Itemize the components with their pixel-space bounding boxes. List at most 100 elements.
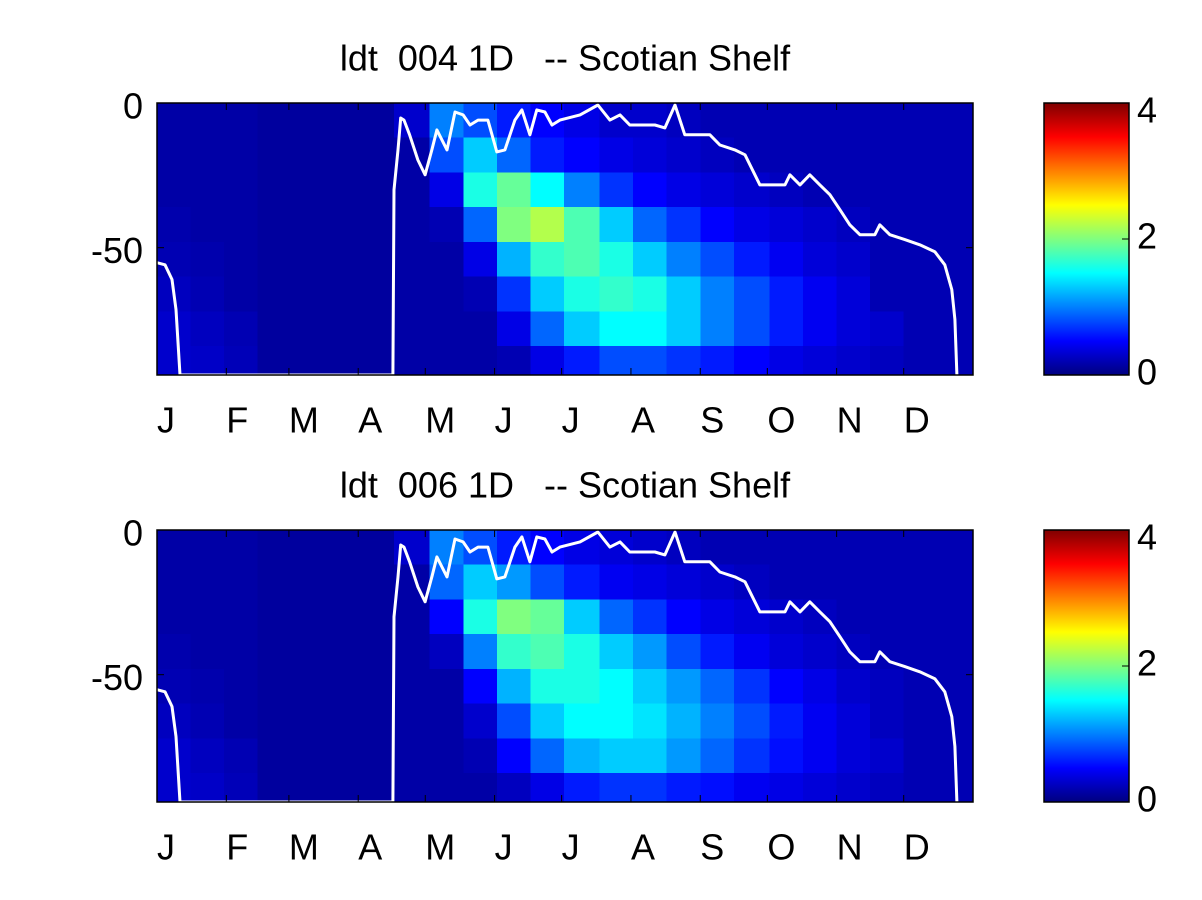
heatmap-cell <box>257 207 294 243</box>
heatmap-cell <box>700 668 735 705</box>
heatmap-cell <box>360 738 395 774</box>
heatmap-cell <box>803 241 838 278</box>
heatmap-cell <box>393 738 431 774</box>
heatmap-cell <box>803 137 838 174</box>
x-tick-label: D <box>904 827 930 868</box>
heatmap-cell <box>733 276 771 312</box>
x-tick-label: J <box>157 827 175 868</box>
heatmap-cell <box>836 346 871 376</box>
heatmap-cell <box>530 703 565 739</box>
heatmap-cell <box>769 276 804 312</box>
heatmap-cell <box>666 703 701 739</box>
heatmap-cell <box>599 599 634 635</box>
y-tick-label: 0 <box>123 86 143 127</box>
heatmap-cell <box>700 241 735 278</box>
x-tick-label: J <box>157 400 175 441</box>
heatmap-cell <box>633 207 668 243</box>
heatmap-cell <box>700 773 735 803</box>
heatmap-cell <box>870 137 905 174</box>
heatmap-cell <box>429 703 464 739</box>
heatmap-cell <box>666 564 701 601</box>
heatmap-cell <box>903 530 941 566</box>
chart-title: ldt 006 1D -- Scotian Shelf <box>340 465 791 506</box>
heatmap-cell <box>429 207 464 243</box>
heatmap-cell <box>700 207 735 243</box>
heatmap-cell <box>190 172 225 208</box>
heatmap-cell <box>293 346 328 376</box>
heatmap-cell <box>633 346 668 376</box>
heatmap-cell <box>563 346 601 376</box>
x-tick-label: J <box>495 827 513 868</box>
colorbar-tick-label: 2 <box>1137 216 1157 257</box>
heatmap-cell <box>666 172 701 208</box>
heatmap-cell <box>563 207 601 243</box>
heatmap-cell <box>700 738 735 774</box>
heatmap-cell <box>326 172 362 208</box>
heatmap-cell <box>769 172 804 208</box>
heatmap-cell <box>666 634 701 670</box>
plot-frame <box>156 529 974 803</box>
heatmap-cell <box>463 346 498 376</box>
heatmap-cell <box>769 241 804 278</box>
heatmap-cell <box>360 172 395 208</box>
heatmap-cell <box>530 599 565 635</box>
heatmap-cell <box>870 773 905 803</box>
heatmap-cell <box>870 530 905 566</box>
heatmap-cell <box>666 137 701 174</box>
heatmap-cell <box>530 311 565 347</box>
heatmap-cell <box>769 103 804 139</box>
heatmap-cell <box>463 668 498 705</box>
heatmap-cell <box>903 172 941 208</box>
heatmap-cell <box>633 668 668 705</box>
heatmap-cell <box>293 668 328 705</box>
heatmap-cell <box>700 703 735 739</box>
heatmap-cell <box>393 668 431 705</box>
heatmap-cell <box>224 346 259 376</box>
depth-line <box>156 530 959 804</box>
heatmap-cell <box>257 276 294 312</box>
heatmap-cell <box>393 599 431 635</box>
heatmap-cell <box>393 241 431 278</box>
heatmap-cell <box>257 172 294 208</box>
heatmap-cell <box>463 599 498 635</box>
heatmap-cell <box>429 773 464 803</box>
heatmap-cell <box>803 599 838 635</box>
heatmap-cell <box>224 137 259 174</box>
heatmap-cell <box>733 634 771 670</box>
heatmap-cell <box>666 599 701 635</box>
heatmap-cell <box>393 311 431 347</box>
heatmap-cell <box>463 137 498 174</box>
colorbar <box>1043 529 1130 803</box>
heatmap-cell <box>563 276 601 312</box>
heatmap-cell <box>599 137 634 174</box>
heatmap-cell <box>429 241 464 278</box>
heatmap-cell <box>257 241 294 278</box>
heatmap-cell <box>836 703 871 739</box>
heatmap-cell <box>326 668 362 705</box>
heatmap-cell <box>293 530 328 566</box>
heatmap-cell <box>190 738 225 774</box>
heatmap-cell <box>803 276 838 312</box>
x-tick-label: M <box>425 400 455 441</box>
heatmap-cell <box>463 241 498 278</box>
heatmap-cell <box>563 241 601 278</box>
heatmap-cell <box>836 738 871 774</box>
heatmap-cell <box>429 276 464 312</box>
heatmap-cell <box>530 241 565 278</box>
heatmap-cell <box>530 634 565 670</box>
heatmap-cell <box>157 564 192 601</box>
heatmap-cell <box>224 773 259 803</box>
heatmap-cell <box>903 738 941 774</box>
heatmap-cell <box>870 311 905 347</box>
heatmap-cell <box>463 172 498 208</box>
x-tick-label: S <box>700 400 724 441</box>
heatmap-cell <box>903 276 941 312</box>
heatmap-cell <box>939 207 974 243</box>
heatmap-cell <box>157 346 192 376</box>
heatmap-cell <box>666 738 701 774</box>
heatmap-cell <box>293 738 328 774</box>
heatmap-cell <box>496 738 531 774</box>
heatmap-cell <box>190 668 225 705</box>
heatmap-cell <box>633 773 668 803</box>
heatmap-cell <box>326 738 362 774</box>
